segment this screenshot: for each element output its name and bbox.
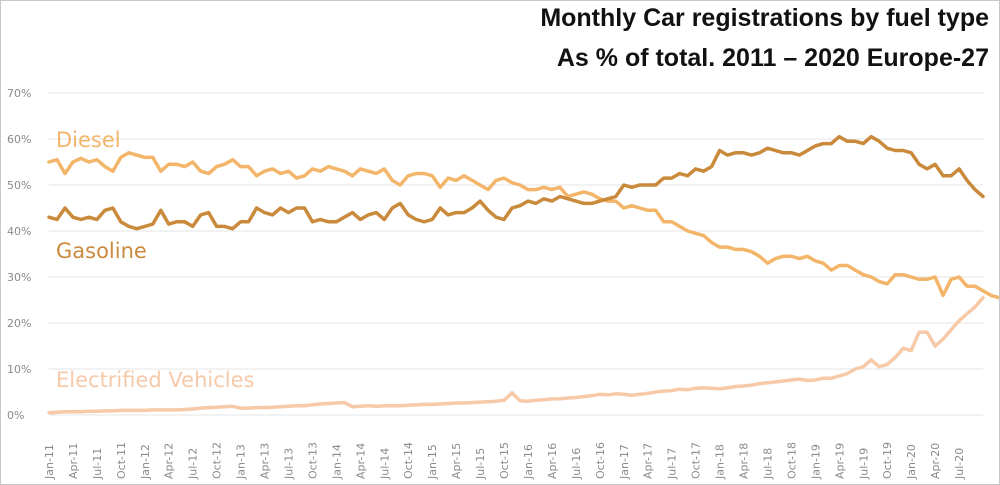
x-tick-label: Oct-15 xyxy=(498,442,511,479)
x-tick-label: Jan-18 xyxy=(714,444,727,480)
series-line-diesel xyxy=(47,151,999,300)
x-tick-label: Jul-15 xyxy=(474,448,487,480)
x-tick-label: Oct-11 xyxy=(115,442,128,479)
series-label-gasoline: Gasoline xyxy=(56,239,147,263)
y-tick-label: 10% xyxy=(7,363,31,376)
x-tick-label: Jul-20 xyxy=(953,448,966,480)
x-tick-label: Jul-12 xyxy=(187,448,200,480)
x-tick-label: Apr-16 xyxy=(546,443,559,479)
x-tick-label: Oct-14 xyxy=(402,442,415,479)
x-tick-label: Oct-17 xyxy=(690,442,703,479)
y-tick-label: 50% xyxy=(7,179,31,192)
x-tick-label: Jan-14 xyxy=(330,444,343,480)
x-tick-label: Apr-14 xyxy=(354,443,367,479)
x-tick-label: Jan-19 xyxy=(809,444,822,480)
x-tick-label: Apr-12 xyxy=(163,443,176,479)
x-tick-label: Apr-18 xyxy=(738,443,751,479)
x-tick-label: Jul-16 xyxy=(570,448,583,480)
series-line-electrified-vehicles xyxy=(47,295,985,415)
y-tick-label: 40% xyxy=(7,225,31,238)
x-tick-label: Oct-13 xyxy=(306,442,319,479)
y-axis-ticks: 0% 10% 20% 30% 40% 50% 60% 70% xyxy=(7,87,31,422)
series-label-electrified: Electrified Vehicles xyxy=(56,368,254,392)
x-tick-label: Oct-19 xyxy=(881,442,894,479)
series-label-diesel: Diesel xyxy=(56,128,121,152)
x-tick-label: Apr-17 xyxy=(642,443,655,479)
x-tick-label: Oct-18 xyxy=(785,442,798,479)
x-tick-label: Jan-20 xyxy=(905,444,918,480)
x-tick-label: Jan-17 xyxy=(618,444,631,480)
series-lines xyxy=(47,134,999,415)
x-tick-label: Apr-19 xyxy=(833,443,846,479)
series-labels: Diesel Gasoline Electrified Vehicles xyxy=(56,128,254,392)
x-tick-label: Apr-11 xyxy=(67,443,80,479)
x-tick-label: Jan-15 xyxy=(426,444,439,480)
x-tick-label: Jul-17 xyxy=(666,448,679,480)
x-tick-label: Apr-15 xyxy=(450,443,463,479)
y-gridlines xyxy=(49,92,983,416)
chart-title: Monthly Car registrations by fuel type xyxy=(540,4,989,32)
x-tick-label: Jan-12 xyxy=(139,444,152,480)
y-tick-label: 20% xyxy=(7,317,31,330)
x-tick-label: Oct-12 xyxy=(211,442,224,479)
y-tick-label: 60% xyxy=(7,133,31,146)
y-tick-label: 30% xyxy=(7,271,31,284)
x-tick-label: Jul-19 xyxy=(857,448,870,480)
x-tick-label: Jan-16 xyxy=(522,444,535,480)
y-tick-label: 0% xyxy=(7,409,24,422)
x-tick-label: Apr-20 xyxy=(929,443,942,479)
chart-subtitle: As % of total. 2011 – 2020 Europe-27 xyxy=(557,44,989,72)
x-tick-label: Jul-18 xyxy=(761,448,774,480)
x-tick-label: Apr-13 xyxy=(259,443,272,479)
x-tick-label: Jan-11 xyxy=(43,444,56,480)
x-tick-label: Jan-13 xyxy=(235,444,248,480)
x-tick-label: Jul-13 xyxy=(282,448,295,480)
y-tick-label: 70% xyxy=(7,87,31,100)
series-line-gasoline xyxy=(47,134,985,231)
x-tick-label: Oct-16 xyxy=(594,442,607,479)
x-tick-label: Jul-14 xyxy=(378,448,391,480)
x-tick-label: Jul-11 xyxy=(91,448,104,480)
x-axis-ticks: Jan-11 Apr-11 Jul-11 Oct-11 Jan-12 Apr-12 Jul-… xyxy=(43,442,966,480)
